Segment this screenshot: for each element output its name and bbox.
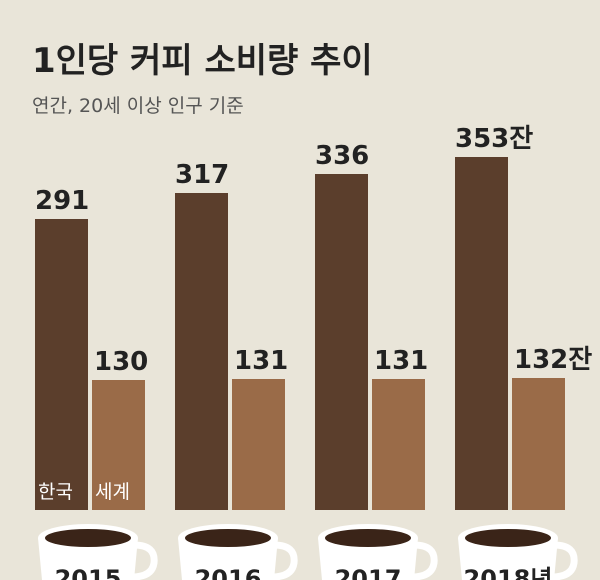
coffee (45, 529, 131, 547)
x-tick-label: 2015 (55, 565, 122, 580)
chart-title: 1인당 커피 소비량 추이 (32, 41, 373, 81)
value-label: 130 (94, 347, 148, 377)
x-tick-label: 2017 (335, 565, 402, 580)
legend-label: 세계 (95, 481, 130, 503)
cup-handle (551, 541, 578, 580)
bar (315, 174, 368, 510)
value-label: 132잔 (514, 345, 592, 375)
coffee (185, 529, 271, 547)
bar (372, 379, 425, 510)
bar (35, 219, 88, 510)
bar (512, 378, 565, 510)
x-tick-label: 2018년 (464, 565, 553, 580)
bar (455, 157, 508, 510)
bar (92, 380, 145, 510)
value-label: 131 (234, 346, 288, 376)
cup-handle (271, 541, 298, 580)
chart-subtitle: 연간, 20세 이상 인구 기준 (32, 95, 244, 117)
coffee (465, 529, 551, 547)
cup-handle (411, 541, 438, 580)
coffee (325, 529, 411, 547)
bar (175, 193, 228, 510)
value-label: 353잔 (455, 124, 533, 154)
legend-label: 한국 (38, 481, 73, 503)
value-label: 131 (374, 346, 428, 376)
value-label: 336 (315, 141, 369, 171)
bar (232, 379, 285, 510)
value-label: 291 (35, 186, 89, 216)
value-label: 317 (175, 160, 229, 190)
cup-handle (131, 541, 158, 580)
x-tick-label: 2016 (195, 565, 262, 580)
